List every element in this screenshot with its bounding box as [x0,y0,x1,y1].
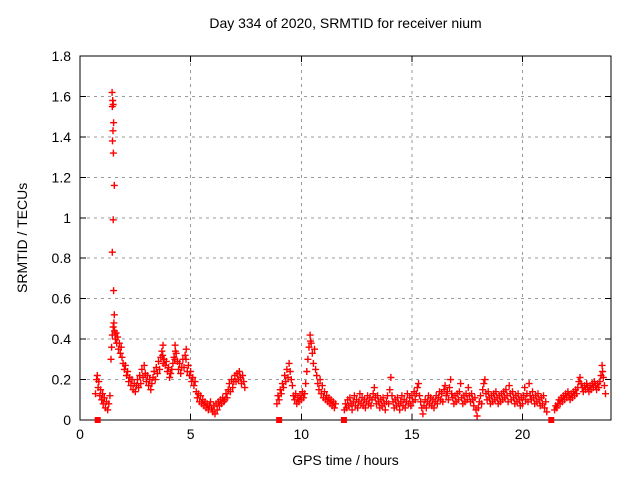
chart-title: Day 334 of 2020, SRMTID for receiver niu… [209,15,482,31]
x-tick-label: 15 [404,426,420,442]
y-tick-label: 1 [63,210,71,226]
plot-border [79,55,612,421]
zero-value-marker [340,417,347,423]
x-tick-label: 10 [293,426,309,442]
zero-value-marker [548,417,555,423]
zero-value-marker [94,417,101,423]
x-axis-label: GPS time / hours [292,452,399,468]
y-tick-label: 0.8 [52,250,72,266]
y-tick-label: 0.4 [52,331,72,347]
y-tick-label: 1.8 [52,48,72,64]
zero-value-marker [276,417,283,423]
x-tick-label: 5 [187,426,195,442]
y-tick-label: 0.6 [52,291,72,307]
x-tick-label: 0 [76,426,84,442]
y-tick-label: 1.4 [52,129,72,145]
y-tick-label: 1.6 [52,88,72,104]
grid-lines [80,56,611,420]
y-tick-label: 1.2 [52,169,72,185]
axis-ticks [79,55,611,421]
y-tick-label: 0 [63,412,71,428]
x-tick-label: 20 [515,426,531,442]
scatter-points [92,88,609,420]
y-tick-label: 0.2 [52,372,72,388]
